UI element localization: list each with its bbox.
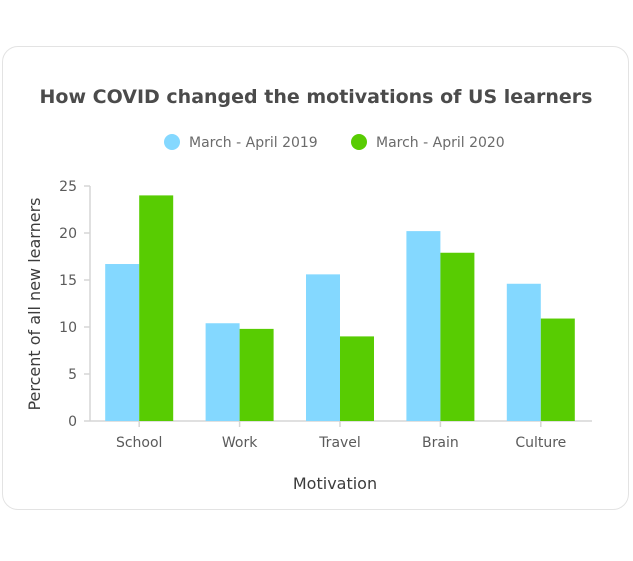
x-axis-title: Motivation	[293, 474, 377, 493]
bar-culture-2019	[506, 283, 541, 421]
x-tick-label-brain: Brain	[422, 435, 459, 451]
x-tick-label-school: School	[116, 435, 162, 451]
bars	[105, 195, 575, 421]
y-axis-title: Percent of all new learners	[25, 197, 44, 410]
bar-travel-2020	[340, 336, 374, 421]
bar-work-2020	[239, 328, 274, 421]
x-tick-label-travel: Travel	[318, 435, 361, 451]
bar-brain-2019	[406, 231, 441, 421]
bar-brain-2020	[440, 252, 475, 421]
y-tick-label: 0	[68, 414, 77, 430]
bar-school-2020	[139, 195, 174, 421]
x-tick-label-culture: Culture	[515, 435, 566, 451]
chart-title: How COVID changed the motivations of US …	[40, 86, 593, 108]
legend-swatch-2020	[351, 134, 367, 150]
y-tick-label: 20	[59, 226, 77, 242]
x-tick-label-work: Work	[222, 435, 258, 451]
legend: March - April 2019 March - April 2020	[164, 134, 505, 151]
legend-swatch-2019	[164, 134, 180, 150]
legend-label-2020: March - April 2020	[376, 135, 505, 151]
y-tick-label: 5	[68, 367, 77, 383]
y-tick-label: 15	[59, 273, 77, 289]
bar-travel-2019	[306, 274, 340, 421]
legend-label-2019: March - April 2019	[189, 135, 318, 151]
x-axis-ticks: School Work Travel Brain Culture	[116, 421, 566, 451]
bar-work-2019	[205, 323, 240, 421]
y-axis-ticks: 0 5 10 15 20 25	[59, 179, 90, 430]
y-tick-label: 25	[59, 179, 77, 195]
y-tick-label: 10	[59, 320, 77, 336]
bar-school-2019	[105, 264, 140, 421]
bar-culture-2020	[540, 318, 575, 421]
